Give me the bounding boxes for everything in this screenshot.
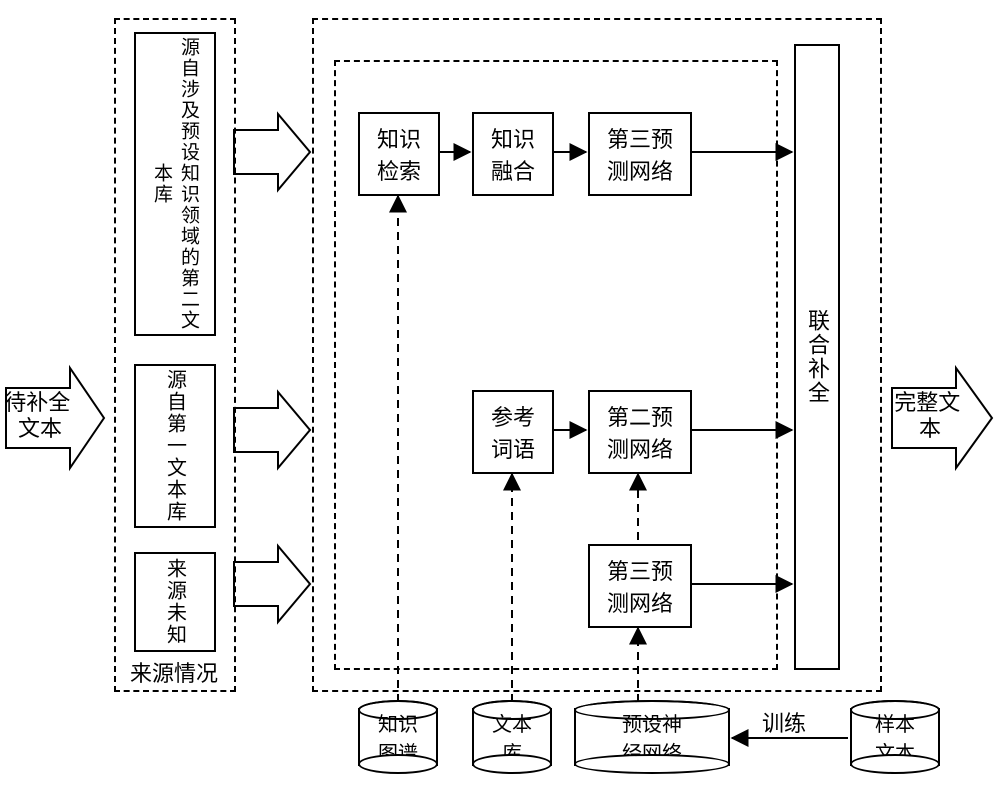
box-retrieval: 知识 检索 xyxy=(358,112,440,196)
cyl-corpus: 文本 库 xyxy=(472,700,552,774)
cyl-nn: 预设神 经网络 xyxy=(574,700,730,774)
output-block-arrow: 完整文 本 xyxy=(892,368,992,468)
train-label: 训练 xyxy=(762,706,806,738)
lane-arrow-top xyxy=(234,114,310,190)
cyl-sample: 样本 文本 xyxy=(850,700,940,774)
source-box-a: 源自涉及预设知识领域的第二文本库 xyxy=(134,32,216,336)
input-arrow-label: 待补全 文本 xyxy=(4,390,76,441)
source-box-a-text: 源自涉及预设知识领域的第二文本库 xyxy=(148,34,202,334)
box-net3-bot: 第三预 测网络 xyxy=(588,544,692,628)
source-box-b-text: 源自第一文本库 xyxy=(161,369,190,523)
source-box-c: 来源未知 xyxy=(134,552,216,652)
box-net2: 第二预 测网络 xyxy=(588,390,692,474)
lane-arrow-bot xyxy=(234,546,310,622)
box-joint-text: 联合补全 xyxy=(801,309,833,405)
lane-arrow-mid xyxy=(234,392,310,468)
source-box-b: 源自第一文本库 xyxy=(134,364,216,528)
output-arrow-label: 完整文 本 xyxy=(894,390,966,441)
source-box-c-text: 来源未知 xyxy=(161,558,190,646)
box-net3-top: 第三预 测网络 xyxy=(588,112,692,196)
box-fusion: 知识 融合 xyxy=(472,112,554,196)
input-block-arrow: 待补全 文本 xyxy=(4,368,104,468)
box-refword: 参考 词语 xyxy=(472,390,554,474)
sources-frame-label: 来源情况 xyxy=(130,656,218,688)
cyl-kg: 知识 图谱 xyxy=(358,700,438,774)
box-joint: 联合补全 xyxy=(794,44,840,670)
